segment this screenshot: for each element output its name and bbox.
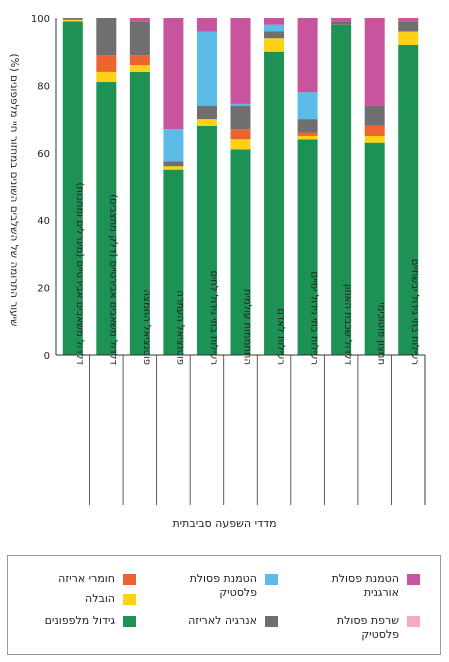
y-tick-label: 80	[37, 81, 50, 92]
legend-label: הטמנת פסולת פלסטיק	[189, 572, 257, 599]
bar-segment	[230, 129, 251, 140]
legend: הטמנת פסולת אורגנית הטמנת פסולת פלסטיק ח…	[7, 555, 441, 655]
legend-swatch	[123, 616, 136, 627]
y-tick-label: 40	[37, 216, 50, 227]
bar-segment	[62, 19, 83, 22]
x-tick-label: פוטנציאל העתרה	[174, 290, 185, 365]
legend-item-packaging-energy: אנרגיה לאריזה	[188, 614, 278, 628]
legend-item-transport: הובלה	[85, 592, 136, 606]
bar-segment	[297, 132, 318, 136]
bar-segment	[96, 71, 117, 83]
legend-swatch	[265, 616, 278, 627]
bar-segment	[96, 82, 117, 355]
legend-label: אנרגיה לאריזה	[188, 614, 257, 627]
y-axis-title: שיעור התרומה של השלבים השונים במחזור חיי…	[8, 0, 20, 360]
legend-swatch	[407, 616, 420, 627]
bar-segment	[364, 105, 385, 126]
bar-segment	[398, 44, 419, 356]
legend-swatch	[407, 574, 420, 585]
bar-segment	[163, 166, 184, 170]
bar-segment	[297, 139, 318, 355]
bar-segment	[129, 55, 150, 66]
x-tick-label: חמצון פוטוכימי	[376, 302, 387, 365]
bar-segment	[297, 135, 318, 140]
bar-segment	[196, 125, 217, 355]
legend-item-cucumber-growing: גידול מלפפונים	[45, 614, 136, 628]
y-tick-label: 20	[37, 284, 50, 295]
bar-segment	[264, 24, 285, 32]
bar-segment	[297, 18, 318, 93]
bar-segment	[264, 18, 285, 25]
x-tick-label: רעילות בתי גידול לחים	[208, 270, 219, 365]
y-tick-label: 100	[31, 14, 50, 25]
bar-segment	[129, 71, 150, 356]
bar-segment	[163, 169, 184, 355]
bar-segment	[398, 18, 419, 22]
bar-segment	[196, 105, 217, 120]
bar-segment	[129, 21, 150, 56]
bar-segment	[331, 24, 352, 356]
bar-segment	[230, 139, 251, 150]
legend-swatch	[123, 594, 136, 605]
bar-segment	[96, 18, 117, 56]
bar-segment	[264, 38, 285, 52]
bar-segment	[163, 18, 184, 130]
bar-segment	[331, 21, 352, 25]
bar-segment	[62, 18, 83, 20]
x-axis-title: מדדי השפעה סביבתית	[172, 517, 277, 530]
bar-segment	[129, 18, 150, 22]
bar-segment	[364, 18, 385, 106]
legend-item-plastic-incineration: שרפת פסולת פלסטיק	[337, 614, 420, 642]
x-tick-label: רעילות לאדם	[275, 308, 286, 365]
y-tick-label: 0	[44, 351, 50, 362]
bar-segment	[196, 31, 217, 106]
bar-segment	[62, 21, 83, 356]
bar-segment	[163, 161, 184, 167]
bar-segment	[297, 119, 318, 133]
x-tick-label: פוטנציאל החמצה	[141, 290, 152, 366]
legend-label: שרפת פסולת פלסטיק	[336, 614, 399, 641]
legend-label: הובלה	[85, 592, 115, 605]
legend-item-organic-landfill: הטמנת פסולת אורגנית	[332, 572, 420, 600]
y-tick-label: 60	[37, 149, 50, 160]
x-tick-label: התחממות עולמית	[242, 289, 253, 365]
x-tick-label: דלדול משאבים אבירטיים (דלק מחצבים)	[107, 194, 118, 365]
bar-segment	[398, 21, 419, 32]
bar-segment	[364, 125, 385, 136]
x-tick-label: רעילות בתי גידול ימיים	[309, 271, 320, 365]
bar-segment	[129, 65, 150, 72]
legend-swatch	[123, 574, 136, 585]
bar-segment	[364, 142, 385, 355]
legend-swatch	[265, 574, 278, 585]
bar-segment	[297, 92, 318, 120]
legend-label: גידול מלפפונים	[44, 614, 115, 627]
bar-segment	[96, 55, 117, 72]
bar-segment	[398, 31, 419, 45]
legend-label: הטמנת פסולת אורגנית	[331, 572, 399, 599]
legend-item-packaging-materials: חומרי אריזה	[58, 572, 136, 586]
legend-label: חומרי אריזה	[58, 572, 115, 585]
x-tick-label: דלדול שכבת האוזון	[342, 284, 353, 365]
stacked-bar-chart: 0 20 40 60 80 100 רעילות בתי גידול יבשתיים חמצו…	[31, 14, 426, 505]
bar-segment	[196, 119, 217, 126]
bar-segment	[331, 18, 352, 22]
bar-segment	[230, 18, 251, 104]
x-tick-label: דלדול משאבים אבירטיים (מינרלים ומתכות)	[74, 182, 85, 365]
legend-item-plastic-landfill: הטמנת פסולת פלסטיק	[190, 572, 278, 600]
bar-segment	[230, 103, 251, 106]
bar-segment	[163, 129, 184, 162]
bar-segment	[264, 51, 285, 355]
bar-segment	[230, 149, 251, 355]
x-tick-label: רעילות בתי גידול יבשתיים	[409, 259, 420, 365]
y-axis-title-text: שיעור התרומה של השלבים השונים במחזור חיי…	[8, 53, 20, 327]
bar-segment	[364, 135, 385, 143]
bar-segment	[264, 31, 285, 39]
bar-segment	[230, 105, 251, 130]
bar-segment	[196, 18, 217, 32]
